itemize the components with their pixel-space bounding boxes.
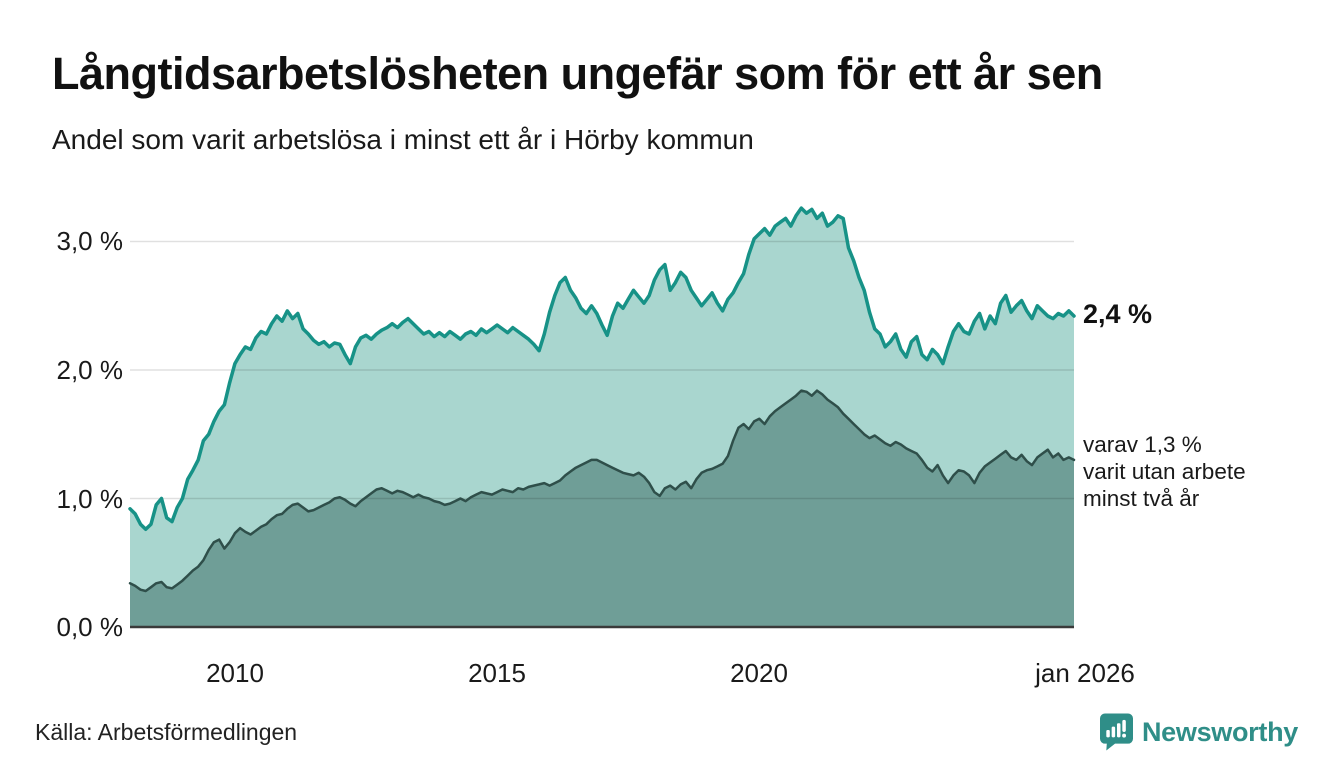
annotation-two-year-share: varav 1,3 % varit utan arbete minst två … [1083, 431, 1246, 512]
y-tick-1: 1,0 % [56, 484, 124, 514]
y-tick-3: 3,0 % [56, 226, 124, 256]
x-tick-jan-2026: jan 2026 [1035, 658, 1135, 688]
y-tick-2: 2,0 % [56, 355, 124, 385]
newsworthy-logo[interactable]: Newsworthy [1099, 710, 1298, 754]
gridlines [130, 240, 1074, 500]
annotation-line-3: minst två år [1083, 486, 1200, 511]
area-chart-plot [128, 206, 1076, 629]
x-tick-2015: 2015 [468, 658, 526, 688]
x-tick-2020: 2020 [730, 658, 788, 688]
annotation-line-1: varav 1,3 % [1083, 432, 1202, 457]
newsworthy-badge-icon [1099, 713, 1133, 751]
page-subtitle: Andel som varit arbetslösa i minst ett å… [52, 124, 754, 155]
source-attribution: Källa: Arbetsförmedlingen [35, 719, 298, 745]
newsworthy-wordmark: Newsworthy [1141, 716, 1298, 747]
area-fill-unemployed-2yr [130, 390, 1074, 627]
page-title: Långtidsarbetslösheten ungefär som för e… [52, 48, 1103, 99]
line-unemployed-2yr [128, 389, 1076, 593]
annotation-latest-total-value: 2,4 % [1083, 299, 1153, 329]
x-tick-2010: 2010 [206, 658, 264, 688]
annotation-line-2: varit utan arbete [1083, 459, 1246, 484]
line-unemployed-1yr [128, 206, 1076, 532]
y-tick-0: 0,0 % [56, 612, 124, 642]
